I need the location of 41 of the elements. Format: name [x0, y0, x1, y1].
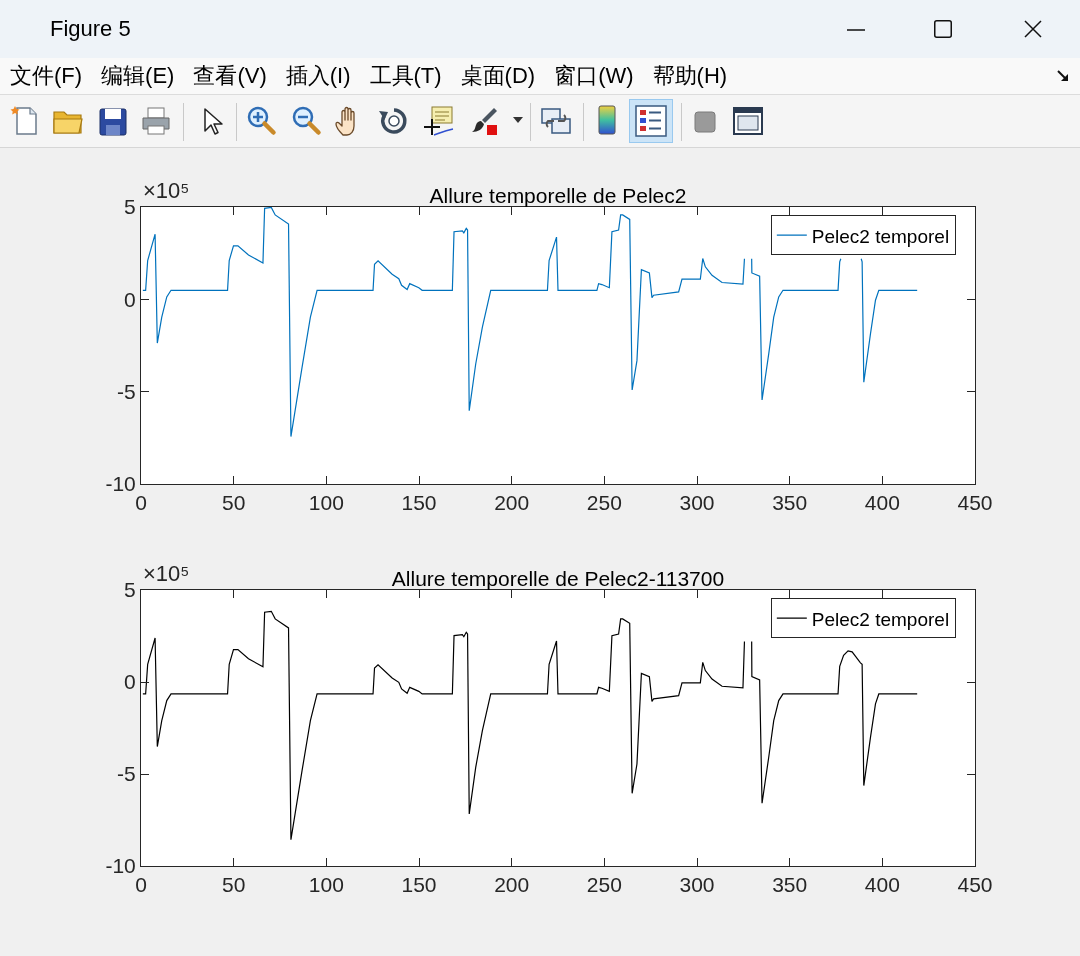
y-tick-label: 5: [124, 578, 136, 602]
y-tick-label: -10: [105, 854, 136, 878]
y-tick-label: -5: [117, 380, 136, 404]
text: 桌面(D): [460, 62, 536, 90]
text: 插入(I): [285, 62, 351, 90]
x-tick-label: 50: [221, 491, 246, 515]
text: Figure 5: [50, 16, 131, 42]
text: 窗口(W): [554, 62, 634, 90]
y-tick-label: -10: [105, 472, 136, 496]
legend-label: Pelec2 temporel: [811, 225, 950, 247]
x-tick-label: 250: [586, 491, 622, 515]
x-tick-label: 200: [494, 491, 530, 515]
text: 编辑(E): [101, 62, 175, 90]
x-tick-label: 300: [679, 491, 715, 515]
x-tick-label: 200: [494, 873, 530, 897]
y-tick-label: 0: [124, 670, 136, 694]
y-tick-label: 5: [124, 195, 136, 219]
x-tick-label: 350: [772, 873, 808, 897]
text: ×10⁵: [143, 561, 190, 586]
legend-label: Pelec2 temporel: [811, 608, 950, 630]
x-tick-label: 100: [308, 873, 344, 897]
text: 工具(T): [369, 62, 442, 90]
x-tick-label: 150: [401, 873, 437, 897]
text: 文件(F): [10, 62, 83, 90]
x-tick-label: 250: [586, 873, 622, 897]
x-tick-label: 450: [957, 873, 993, 897]
y-tick-label: 0: [124, 287, 136, 311]
x-tick-label: 100: [308, 491, 344, 515]
x-tick-label: 450: [957, 491, 993, 515]
text: 查看(V): [193, 62, 267, 90]
x-tick-label: 400: [864, 491, 900, 515]
y-tick-label: -5: [117, 762, 136, 786]
x-tick-label: 300: [679, 873, 715, 897]
chart-title: Allure temporelle de Pelec2: [429, 184, 687, 207]
x-tick-label: 400: [864, 873, 900, 897]
x-tick-label: 350: [772, 491, 808, 515]
x-tick-label: 50: [221, 873, 246, 897]
text: ×10⁵: [143, 178, 190, 203]
chart-title: Allure temporelle de Pelec2-113700: [391, 567, 725, 590]
x-tick-label: 150: [401, 491, 437, 515]
text: 帮助(H): [652, 62, 728, 90]
